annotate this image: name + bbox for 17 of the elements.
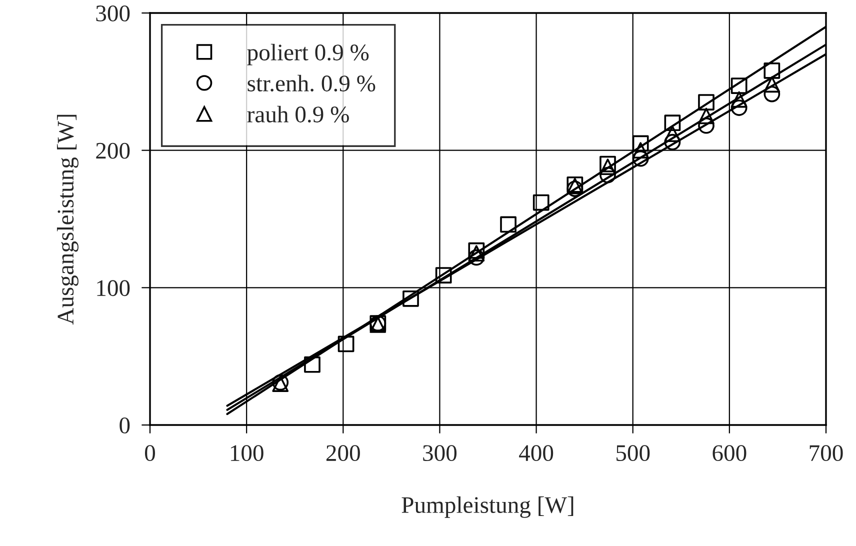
y-axis-title: Ausgangsleistung [W]: [56, 114, 78, 325]
x-tick-label: 400: [519, 445, 554, 462]
y-tick-label: 0: [120, 417, 130, 434]
y-tick-label: 100: [97, 280, 130, 296]
x-tick-label: 0: [144, 445, 156, 462]
legend-label: str.enh. 0.9 %: [248, 74, 376, 92]
x-axis-title: Pumpleistung [W]: [402, 496, 574, 518]
x-tick-label: 500: [616, 445, 650, 462]
x-tick-label: 600: [712, 445, 746, 462]
x-tick-label: 300: [423, 445, 457, 462]
x-tick-label: 700: [810, 445, 843, 462]
legend-label: poliert 0.9 %: [247, 44, 369, 66]
x-tick-label: 200: [326, 445, 360, 462]
legend-label: rauh 0.9 %: [247, 106, 349, 123]
y-tick-label: 200: [96, 142, 130, 159]
y-tick-label: 300: [96, 5, 130, 22]
x-tick-label: 100: [230, 445, 264, 462]
